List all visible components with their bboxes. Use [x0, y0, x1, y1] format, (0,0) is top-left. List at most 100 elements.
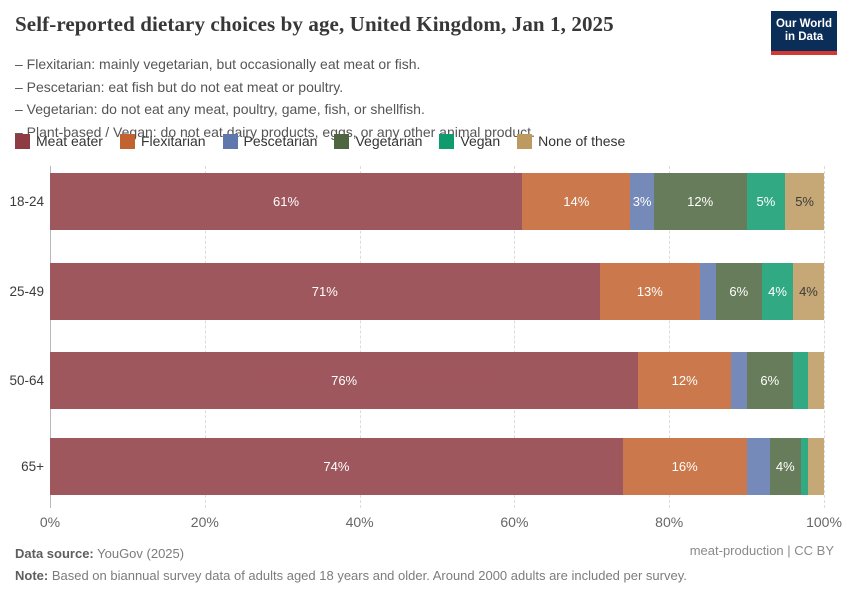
- bar-segments: 76% 12% 6%: [50, 352, 824, 409]
- plot-area: 18-24 61% 14% 3% 12% 5% 5% 25-49 71% 13% 6% 4% 4% 50-…: [0, 166, 850, 546]
- legend-item[interactable]: Vegetarian: [334, 133, 422, 149]
- age-group-label: 50-64: [9, 373, 44, 388]
- bar-value-label: 74%: [323, 459, 350, 474]
- bar-row: 65+ 74% 16% 4%: [0, 438, 850, 495]
- bar-segment[interactable]: [808, 438, 824, 495]
- x-axis-tick-label: 60%: [500, 514, 529, 530]
- data-source-line: Data source: YouGov (2025): [15, 543, 835, 565]
- bar-segment[interactable]: [800, 438, 809, 495]
- bar-segment[interactable]: [793, 352, 809, 409]
- legend-swatch-icon: [15, 133, 30, 149]
- legend-item[interactable]: Flexitarian: [119, 133, 206, 149]
- bar-value-label: 61%: [273, 194, 300, 209]
- note-line: Note: Based on biannual survey data of a…: [15, 565, 835, 587]
- bar-row: 18-24 61% 14% 3% 12% 5% 5%: [0, 173, 850, 230]
- legend-swatch-icon: [222, 133, 238, 149]
- bar-segments: 74% 16% 4%: [50, 438, 824, 495]
- bar-segment[interactable]: 3%: [630, 173, 654, 230]
- page-title: Self-reported dietary choices by age, Un…: [15, 12, 614, 36]
- subtitle-line: – Pescetarian: eat fish but do not eat m…: [15, 78, 344, 95]
- bar-value-label: 71%: [311, 284, 338, 299]
- data-source-label: Data source:: [15, 546, 94, 561]
- legend-label: Meat eater: [36, 133, 103, 149]
- bar-segment[interactable]: 12%: [653, 173, 747, 230]
- x-axis-tick-label: 0%: [39, 514, 61, 530]
- bar-segments: 71% 13% 6% 4% 4%: [50, 263, 824, 320]
- legend-swatch-icon: [334, 133, 350, 149]
- bar-segment[interactable]: 74%: [50, 438, 623, 495]
- bar-segment[interactable]: 6%: [746, 352, 794, 409]
- bar-value-label: 4%: [768, 284, 787, 299]
- bar-value-label: 3%: [632, 194, 652, 209]
- bar-segments: 61% 14% 3% 12% 5% 5%: [50, 173, 824, 230]
- x-axis-tick-label: 80%: [655, 514, 684, 530]
- bar-value-label: 76%: [331, 373, 358, 388]
- legend-label: Flexitarian: [140, 133, 206, 149]
- bar-value-label: 6%: [760, 373, 780, 388]
- bar-value-label: 12%: [671, 373, 698, 388]
- bar-value-label: 6%: [729, 284, 749, 299]
- bar-value-label: 12%: [687, 194, 714, 209]
- bar-segment[interactable]: [700, 263, 716, 320]
- owid-logo[interactable]: Our World in Data: [771, 11, 837, 55]
- gridline: [204, 166, 206, 508]
- data-source-value: YouGov (2025): [93, 546, 185, 561]
- legend-item[interactable]: None of these: [517, 133, 625, 149]
- bar-row: 50-64 76% 12% 6%: [0, 352, 850, 409]
- legend-swatch-icon: [517, 133, 533, 149]
- age-group-label: 65+: [21, 459, 44, 474]
- bar-segment[interactable]: [808, 352, 824, 409]
- chart-subtitle: – Flexitarian: mainly vegetarian, but oc…: [15, 53, 535, 143]
- bar-segment[interactable]: 14%: [522, 173, 631, 230]
- legend-item[interactable]: Meat eater: [15, 133, 103, 149]
- bar-value-label: 5%: [795, 194, 814, 209]
- y-axis-line: [50, 166, 51, 508]
- bar-segment[interactable]: 71%: [50, 263, 600, 320]
- bar-value-label: 5%: [756, 194, 776, 209]
- bar-segment[interactable]: 61%: [50, 173, 523, 230]
- legend-label: Vegetarian: [355, 133, 423, 149]
- bar-segment[interactable]: 12%: [638, 352, 732, 409]
- legend-label: Vegan: [460, 133, 501, 149]
- bar-segment[interactable]: 5%: [785, 173, 824, 230]
- age-group-label: 25-49: [9, 284, 44, 299]
- bar-value-label: 14%: [563, 194, 590, 209]
- note-label: Note:: [15, 568, 49, 583]
- legend-swatch-icon: [439, 133, 455, 149]
- legend-swatch-icon: [119, 133, 135, 149]
- bar-value-label: 4%: [799, 284, 818, 299]
- owid-logo-line2: in Data: [784, 31, 824, 43]
- bar-value-label: 4%: [775, 459, 795, 474]
- bar-segment[interactable]: 5%: [746, 173, 786, 230]
- owid-logo-line1: Our World: [775, 18, 832, 30]
- bar-segment[interactable]: 76%: [50, 352, 639, 409]
- x-axis-tick-label: 40%: [345, 514, 374, 530]
- legend-label: None of these: [538, 133, 626, 149]
- bar-value-label: 13%: [636, 284, 663, 299]
- bar-segment[interactable]: 4%: [793, 263, 824, 320]
- age-group-label: 18-24: [9, 194, 44, 209]
- bar-segment[interactable]: [731, 352, 747, 409]
- subtitle-line: – Flexitarian: mainly vegetarian, but oc…: [15, 56, 421, 72]
- x-axis-tick-label: 20%: [190, 514, 219, 530]
- chart-legend: Meat eater Flexitarian Pescetarian Vegetari…: [15, 133, 642, 149]
- bar-segment[interactable]: 13%: [599, 263, 701, 320]
- subtitle-line: – Plant-based / Vegan: do not eat dairy …: [15, 123, 535, 140]
- chart-footer: Data source: YouGov (2025) Note: Based o…: [15, 543, 835, 587]
- subtitle-line: – Vegetarian: do not eat any meat, poult…: [15, 101, 425, 117]
- gridline: [669, 166, 671, 508]
- legend-item[interactable]: Pescetarian: [222, 133, 317, 149]
- note-value: Based on biannual survey data of adults …: [48, 568, 687, 583]
- legend-item[interactable]: Vegan: [439, 133, 500, 149]
- license-text[interactable]: meat-production | CC BY: [689, 543, 834, 558]
- bar-segment[interactable]: 4%: [762, 263, 793, 320]
- x-axis: 0% 20% 40% 60% 80% 100%: [0, 514, 850, 534]
- bar-segment[interactable]: 16%: [622, 438, 747, 495]
- bar-segment[interactable]: 4%: [769, 438, 801, 495]
- gridline: [514, 166, 516, 508]
- bar-value-label: 16%: [671, 459, 698, 474]
- bar-row: 25-49 71% 13% 6% 4% 4%: [0, 263, 850, 320]
- bar-segment[interactable]: [746, 438, 770, 495]
- bar-segment[interactable]: 6%: [715, 263, 763, 320]
